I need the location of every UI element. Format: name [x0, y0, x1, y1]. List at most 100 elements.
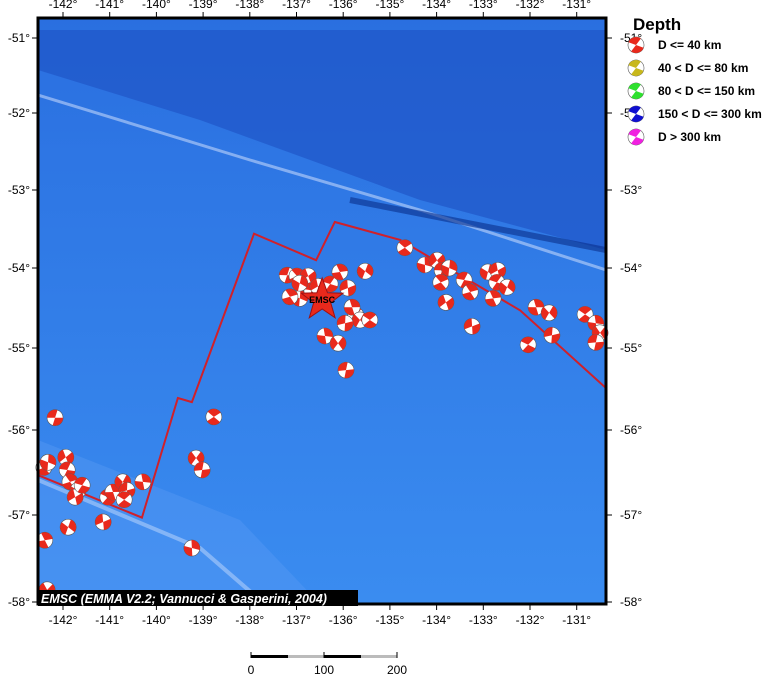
lon-tick-label: -133°	[469, 613, 498, 627]
beachball-quadrant	[207, 408, 221, 417]
lon-tick-label: -135°	[375, 0, 404, 11]
event-beachball	[36, 531, 54, 549]
beachball-quadrant	[347, 285, 356, 296]
beachball-quadrant	[183, 546, 193, 557]
event-beachball	[291, 274, 309, 292]
beachball-quadrant	[441, 264, 450, 276]
beachball-quadrant	[631, 45, 644, 53]
lat-tick-label: -51°	[8, 31, 30, 45]
beachball-quadrant	[357, 266, 366, 279]
beachball-quadrant	[628, 37, 641, 45]
beachball-quadrant	[338, 362, 348, 371]
beachball-quadrant	[631, 91, 644, 99]
event-beachball	[59, 518, 77, 536]
beachball-quadrant	[67, 489, 76, 502]
lon-tick-label: -136°	[329, 613, 358, 627]
event-beachball	[540, 304, 558, 322]
event-beachball	[183, 539, 201, 557]
beachball-quadrant	[445, 297, 454, 310]
lon-tick-label: -142°	[49, 613, 78, 627]
beachball-quadrant	[323, 328, 333, 338]
beachball-quadrant	[522, 344, 536, 353]
lon-tick-label: -137°	[282, 0, 311, 11]
event-beachball	[339, 279, 357, 297]
beachball-quadrant	[41, 532, 53, 541]
beachball-quadrant	[336, 264, 348, 272]
scale-bar: 0 100 200	[248, 652, 407, 676]
lon-tick-label: -131°	[562, 0, 591, 11]
beachball-quadrant	[578, 306, 592, 315]
axis-ticks: -142° -142° -141° -141° -140° -140° -139° -139°…	[8, 0, 643, 627]
lat-tick-label: -58°	[8, 595, 30, 609]
event-beachball	[356, 262, 374, 280]
beachball-quadrant	[344, 307, 355, 316]
legend-item-label: D > 300 km	[658, 130, 721, 144]
lon-tick-label: -139°	[189, 0, 218, 11]
lat-tick-label: -58°	[620, 595, 642, 609]
lat-tick-label: -54°	[620, 261, 642, 275]
event-beachball	[57, 448, 75, 466]
legend-item-label: D <= 40 km	[658, 38, 721, 52]
lon-tick-label: -137°	[282, 613, 311, 627]
beachball-quadrant	[464, 318, 473, 330]
beachball-quadrant	[110, 484, 121, 493]
event-beachball	[73, 476, 91, 494]
beachball-quadrant	[594, 341, 604, 351]
beachball-quadrant	[200, 468, 211, 478]
beachball-quadrant	[317, 334, 327, 344]
beachball-quadrant	[344, 321, 354, 332]
beachball-quadrant	[332, 272, 344, 280]
credit-text: EMSC (EMMA V2.2; Vannucci & Gasperini, 2…	[41, 592, 327, 606]
beachball-quadrant	[48, 454, 56, 466]
beachball-quadrant	[462, 292, 475, 300]
lat-tick-label: -56°	[620, 423, 642, 437]
beachball-quadrant	[322, 276, 335, 284]
lon-tick-label: -141°	[95, 0, 124, 11]
beachball-quadrant	[117, 491, 131, 500]
beachball-quadrant	[435, 274, 449, 283]
scale-label-200: 200	[387, 663, 407, 676]
beachball-quadrant	[75, 493, 84, 505]
beachball-quadrant	[628, 129, 641, 137]
event-beachball	[543, 326, 561, 344]
lat-tick-label: -56°	[8, 423, 30, 437]
event-beachball	[337, 361, 355, 379]
beachball-quadrant	[196, 451, 205, 465]
lon-tick-label: -141°	[95, 613, 124, 627]
legend-item-label: 80 < D <= 150 km	[658, 84, 755, 98]
lat-tick-label: -55°	[8, 341, 30, 355]
beachball-quadrant	[65, 473, 78, 482]
lat-tick-label: -53°	[620, 183, 642, 197]
beachball-quadrant	[279, 267, 290, 276]
lon-tick-label: -136°	[329, 0, 358, 11]
beachball-quadrant	[285, 288, 298, 297]
beachball-quadrant	[118, 499, 131, 508]
beachball-quadrant	[191, 540, 200, 551]
event-beachball	[361, 311, 379, 329]
event-beachball	[193, 461, 211, 479]
beachball-quadrant	[365, 263, 374, 277]
beachball-quadrant	[594, 315, 604, 325]
beachball-quadrant	[551, 333, 560, 344]
credit-box: EMSC (EMMA V2.2; Vannucci & Gasperini, 2…	[38, 590, 358, 606]
beachball-quadrant	[344, 369, 354, 379]
beachball-quadrant	[398, 239, 412, 248]
beachball-quadrant	[338, 336, 346, 350]
lon-tick-label: -133°	[469, 0, 498, 11]
beachball-quadrant	[543, 327, 553, 337]
legend-beachball-icon	[627, 105, 645, 123]
depth-legend: Depth D <= 40 km 40 < D <= 80 km 80 < D <=…	[627, 15, 762, 146]
beachball-quadrant	[587, 334, 598, 344]
beachball-quadrant	[631, 114, 644, 122]
event-beachball	[461, 283, 479, 301]
epicenter-label: EMSC	[309, 295, 336, 305]
legend-beachball-icon	[627, 36, 645, 54]
scale-label-100: 100	[314, 663, 334, 676]
beachball-quadrant	[118, 482, 128, 493]
beachball-quadrant	[47, 409, 58, 418]
beachball-quadrant	[103, 518, 112, 530]
event-beachball	[463, 318, 481, 335]
event-beachball	[587, 334, 605, 351]
lon-tick-label: -139°	[189, 613, 218, 627]
